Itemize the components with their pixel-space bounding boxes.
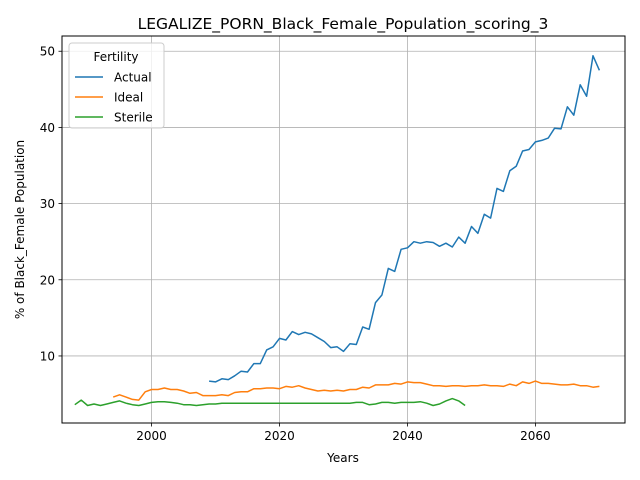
grid	[62, 36, 625, 423]
x-axis: 2000 2020 2040 2060	[136, 423, 551, 443]
x-axis-label: Years	[326, 451, 359, 465]
series-line-actual	[209, 55, 601, 383]
chart-title: LEGALIZE_PORN_Black_Female_Population_sc…	[138, 15, 549, 34]
x-tick-label: 2060	[520, 429, 551, 443]
plot-area-frame	[61, 35, 626, 424]
legend-label-actual: Actual	[114, 71, 152, 85]
y-tick-label: 10	[40, 349, 55, 363]
x-tick-label: 2000	[136, 429, 167, 443]
series-line-sterile	[74, 397, 466, 407]
series-line-ideal	[112, 380, 600, 401]
y-axis-label: % of Black_Female Population	[13, 140, 27, 319]
y-tick-label: 30	[40, 197, 55, 211]
y-axis: 10 20 30 40 50	[40, 45, 62, 363]
legend: Fertility Actual Ideal Sterile	[68, 42, 165, 129]
legend-box	[68, 42, 165, 129]
x-tick-label: 2040	[392, 429, 423, 443]
legend-label-sterile: Sterile	[114, 111, 153, 125]
legend-label-ideal: Ideal	[114, 91, 143, 105]
x-tick-label: 2020	[264, 429, 295, 443]
plot-lines	[74, 55, 601, 407]
y-tick-label: 40	[40, 121, 55, 135]
y-tick-label: 20	[40, 273, 55, 287]
y-tick-label: 50	[40, 45, 55, 59]
legend-title: Fertility	[93, 50, 138, 64]
